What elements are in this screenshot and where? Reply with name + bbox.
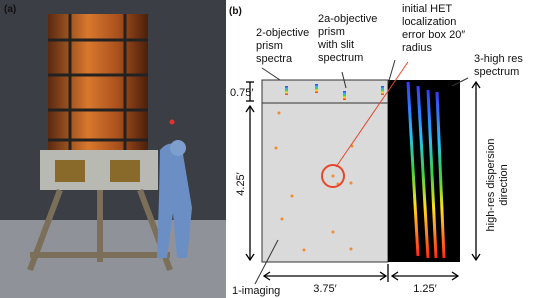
- page: (a) (b) 2-objectiveprismspectra2a-object…: [0, 0, 536, 298]
- imaging-field: [262, 80, 388, 262]
- callout-text: 3-high res: [474, 53, 523, 65]
- photo: [0, 0, 226, 298]
- dimension-label: 3.75′: [313, 283, 336, 295]
- callout-text: initial HET: [402, 3, 452, 15]
- callout-text: 2-objective: [256, 27, 309, 39]
- callout-text: prism: [318, 26, 345, 38]
- callout-text: spectrum: [318, 52, 363, 64]
- callout-text: spectrum: [474, 66, 519, 78]
- figure: (a) (b) 2-objectiveprismspectra2a-object…: [0, 0, 536, 298]
- callout-text: error box 20″: [402, 29, 465, 41]
- callout-text: radius: [402, 42, 432, 54]
- dispersion-label: direction: [498, 164, 510, 206]
- panel-label: (a): [4, 4, 16, 15]
- panel-label: (b): [229, 6, 242, 17]
- dimension-label: 1.25′: [413, 283, 436, 295]
- callout-text: 2a-objective: [318, 13, 377, 25]
- callout-text: localization: [402, 16, 456, 28]
- dispersion-label: high-res dispersion: [485, 139, 497, 232]
- callout-text: prism: [256, 40, 283, 52]
- dimension-label: 4.25′: [235, 172, 247, 195]
- callout-text: with slit: [317, 39, 354, 51]
- callout-text: 1-imaging: [232, 285, 280, 297]
- dimension-label: 0.75′: [230, 87, 253, 99]
- callout-text: spectra: [256, 53, 293, 65]
